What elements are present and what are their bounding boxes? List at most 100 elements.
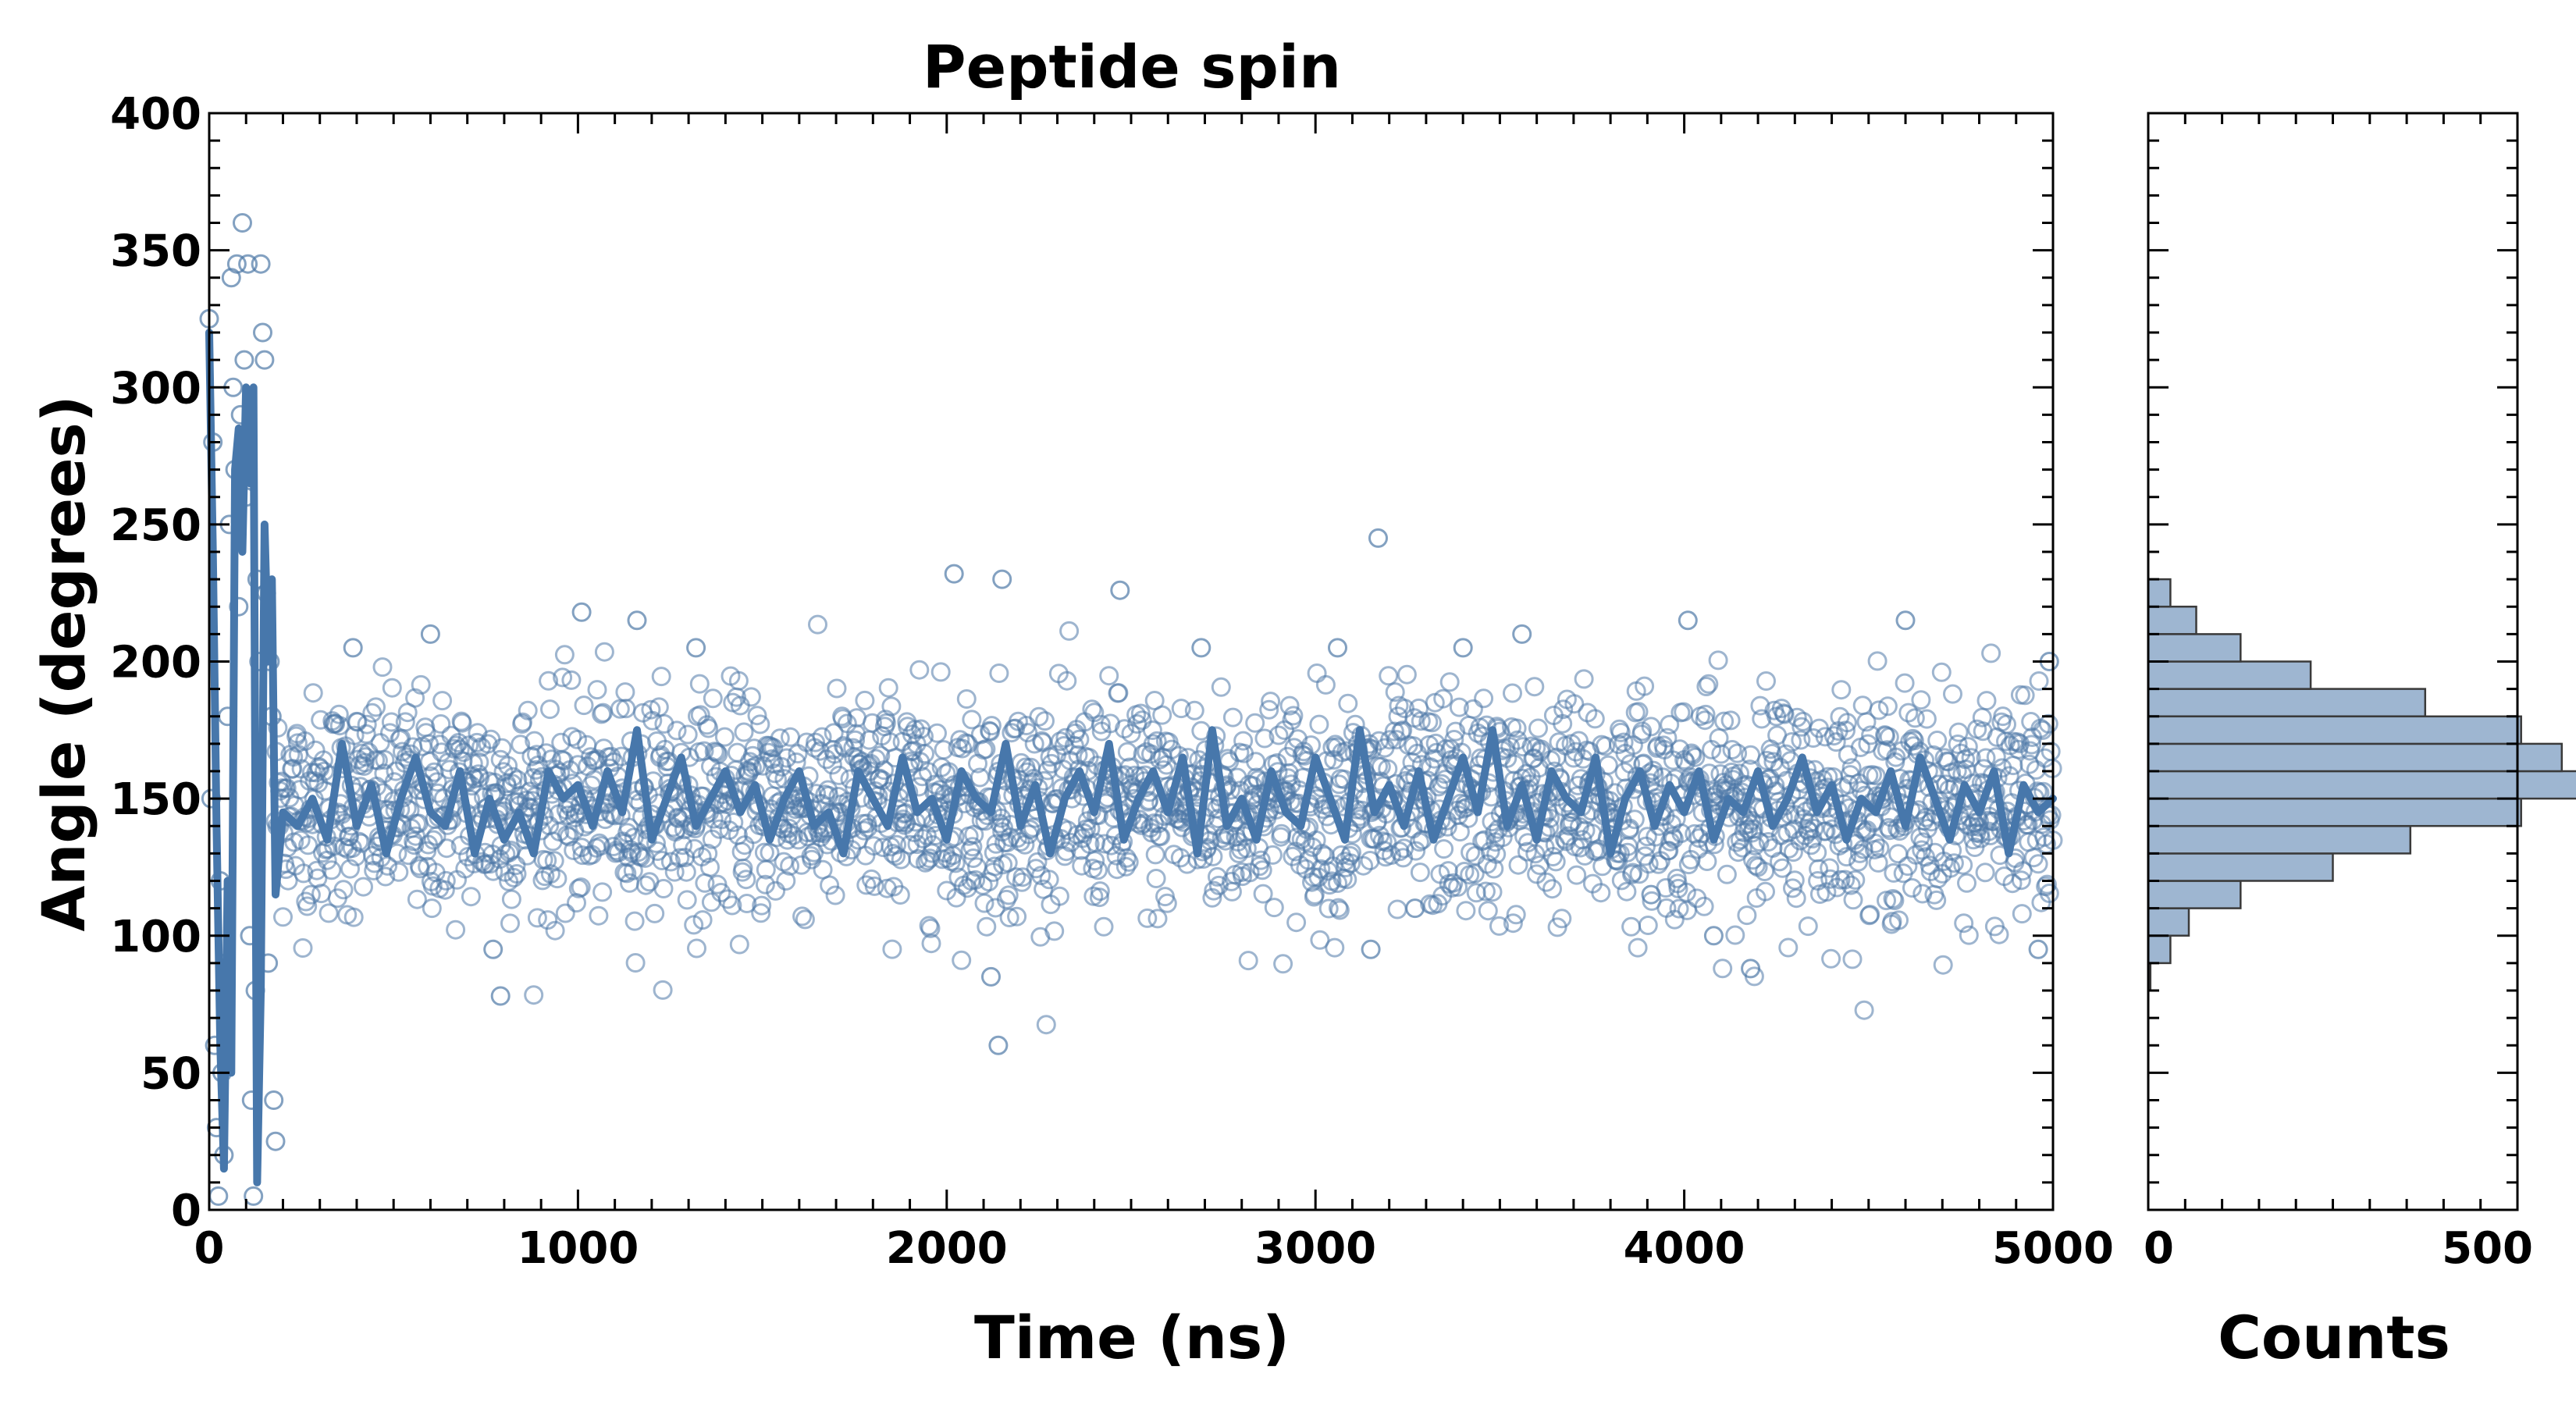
scatter-point [234,350,254,370]
scatter-point [1315,674,1336,695]
scatter-point [1624,809,1645,830]
scatter-point [728,670,749,691]
scatter-point [734,722,754,742]
scatter-point [1869,700,1889,720]
scatter-point [1279,763,1299,783]
scatter-point [1143,734,1163,754]
histogram-plot-frame [2147,112,2519,1211]
scatter-point [407,889,427,909]
scatter-point [792,906,813,927]
scatter-point [1867,651,1888,671]
scatter-point [1756,881,1775,902]
main-axis-ticks: 0 1000 2000 3000 4000 5000 0 50 100 150 200 250 300 3… [110,89,2114,1274]
scatter-point [1233,731,1254,751]
scatter-point [913,829,934,848]
scatter-point [998,885,1019,905]
scatter-point [594,642,614,662]
scatter-point [1628,702,1649,722]
scatter-point [1018,723,1038,743]
scatter-point [1101,835,1121,855]
scatter-point [795,909,815,930]
scatter-point [1792,796,1813,816]
scatter-point [1203,846,1223,866]
scatter-point [389,862,409,882]
scatter-point [1310,930,1330,950]
scatter-point [375,866,396,887]
scatter-point [483,939,503,959]
scatter-point [349,831,369,852]
histogram-x-tick-label: 0 [2144,1223,2174,1274]
scatter-point [1152,705,1172,725]
scatter-point [1739,814,1759,834]
scatter-point [689,674,710,694]
scatter-point [1999,766,2019,786]
scatter-point [1585,709,1605,729]
scatter-point [340,827,359,847]
scatter-point [1737,905,1757,926]
scatter-point [1264,898,1284,918]
scatter-point [343,907,364,927]
scatter-point [322,860,342,880]
scatter-point [324,836,344,856]
scatter-point [1222,707,1243,727]
scatter-point [722,895,742,916]
scatter-point [411,674,431,695]
scatter-point [2012,861,2033,881]
main-plot-frame [208,112,2055,1211]
scatter-point [1644,764,1664,784]
scatter-point [962,710,982,730]
histogram-bar [2147,633,2242,663]
scatter-point [1997,714,2016,735]
histogram-bar [2147,770,2576,800]
scatter-point [882,939,902,959]
scatter-point [1328,873,1347,893]
scatter-point [2029,671,2049,691]
scatter-point [1211,677,1231,697]
scatter-point [500,913,520,934]
scatter-point [1341,853,1361,873]
scatter-point [1475,881,1496,902]
scatter-point [1916,709,1937,729]
scatter-point [1904,731,1924,751]
scatter-point [1184,700,1204,720]
histogram-axis-ticks: 0 500 [2144,112,2533,1274]
scatter-point [1861,725,1881,745]
scatter-point [998,852,1018,873]
scatter-point [1059,621,1080,641]
scatter-point [1976,748,1996,768]
scatter-point [574,695,594,716]
scatter-point [776,871,796,891]
scatter-point [537,850,557,870]
scatter-point [356,724,376,744]
scatter-point [1204,880,1224,901]
scatter-point [395,712,415,732]
scatter-point [874,760,894,781]
scatter-point [1931,662,1952,682]
scatter-point [254,350,275,370]
scatter-point [1119,852,1139,872]
scatter-point [1434,839,1454,859]
scatter-point [984,856,1005,877]
y-tick-label: 300 [110,363,201,414]
scatter-point [1091,714,1111,735]
scatter-point [1905,708,1925,728]
histogram-bar [2147,742,2564,773]
scatter-point [1635,676,1655,696]
scatter-point [382,678,402,698]
scatter-point [1361,939,1381,959]
scatter-point [1793,711,1813,731]
scatter-point [1318,898,1339,919]
scatter-point [653,980,673,1000]
scatter-point [1786,888,1806,909]
scatter-point [1057,670,1077,691]
scatter-point [229,596,249,617]
scatter-point [1567,865,1587,885]
scatter-point [307,860,327,880]
scatter-point [988,1035,1009,1055]
scatter-point [1911,690,1931,710]
scatter-point [1870,838,1890,859]
scatter-point [909,660,930,680]
scatter-point [729,934,749,955]
scatter-point [525,731,545,751]
x-tick-label: 4000 [1624,1223,1745,1274]
